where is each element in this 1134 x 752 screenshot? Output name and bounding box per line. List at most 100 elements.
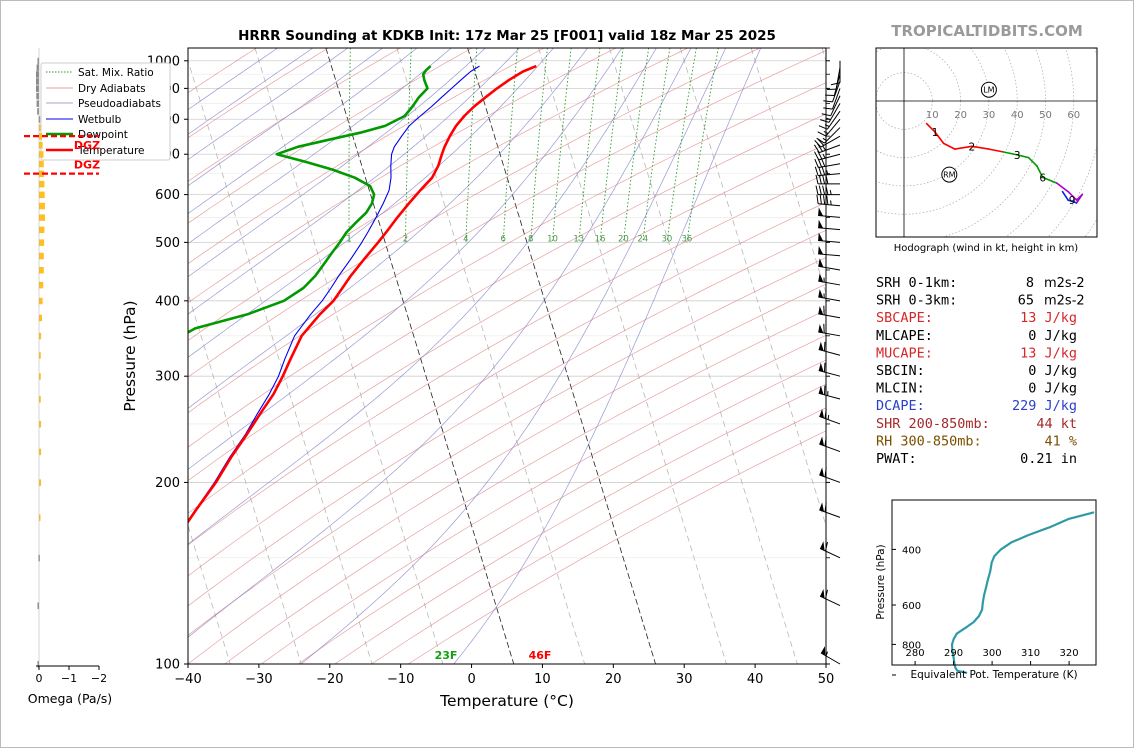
index-label: DCAPE:	[876, 398, 925, 414]
index-value: 13 J/kg	[1020, 345, 1077, 361]
omega-tick-label: −1	[61, 672, 77, 685]
temperature-tick-label: 0	[467, 672, 475, 687]
index-label: MUCAPE:	[876, 345, 933, 361]
index-label: SBCAPE:	[876, 310, 933, 326]
hodograph-ring-label: 40	[1011, 110, 1024, 121]
omega-bar	[39, 396, 41, 403]
legend-label: Sat. Mix. Ratio	[78, 67, 154, 79]
theta-e-xtick-label: 300	[983, 648, 1002, 659]
omega-bar	[39, 298, 43, 305]
storm-motion-label: RM	[943, 171, 956, 180]
temperature-tick-label: 10	[534, 672, 551, 687]
omega-bar	[39, 333, 41, 340]
mixing-ratio-label: 13	[573, 234, 584, 244]
skewt-ylabel: Pressure (hPa)	[121, 300, 139, 411]
omega-bar	[39, 214, 45, 221]
surface-dewpoint-label: 23F	[435, 649, 458, 662]
hodograph-ring-label: 60	[1067, 110, 1080, 121]
pressure-tick-label: 200	[155, 476, 180, 491]
omega-tick-label: −2	[91, 672, 107, 685]
omega-bar	[39, 421, 41, 428]
hodograph-height-label: 1	[932, 127, 939, 139]
index-row: SHR 200-850mb: 44 kt	[876, 416, 1077, 432]
index-label: SHR 200-850mb:	[876, 416, 990, 432]
chart-title: HRRR Sounding at KDKB Init: 17z Mar 25 […	[238, 28, 776, 44]
omega-tick-label: 0	[36, 672, 43, 685]
omega-bar	[39, 315, 42, 322]
mixing-ratio-label: 10	[547, 234, 558, 244]
mixing-ratio-label: 2	[403, 234, 408, 244]
pressure-tick-label: 100	[155, 658, 180, 673]
temperature-tick-label: 40	[747, 672, 764, 687]
pressure-tick-label: 300	[155, 370, 180, 385]
index-label: MLCAPE:	[876, 328, 933, 344]
mixing-ratio-label: 36	[681, 234, 692, 244]
index-value: 44 kt	[1036, 416, 1077, 432]
omega-bar	[39, 192, 45, 199]
hodograph-ring-label: 50	[1039, 110, 1052, 121]
storm-motion-label: LM	[983, 86, 994, 95]
pressure-tick-label: 500	[155, 236, 180, 251]
temperature-tick-label: 30	[676, 672, 693, 687]
mixing-ratio-label: 6	[500, 234, 505, 244]
hodograph-ring-label: 10	[926, 110, 939, 121]
omega-bar	[39, 253, 44, 259]
theta-e-ylabel: Pressure (hPa)	[875, 544, 887, 619]
legend-label: Wetbulb	[78, 114, 122, 126]
omega-bar	[36, 85, 39, 92]
index-value: 8	[1026, 275, 1034, 291]
index-label: SRH 0-1km:	[876, 275, 957, 291]
omega-bar	[37, 64, 39, 71]
omega-bar	[39, 227, 44, 234]
mixing-ratio-label: 20	[618, 234, 629, 244]
omega-bar	[39, 133, 42, 140]
temperature-tick-label: −20	[316, 672, 343, 687]
hodograph-height-label: 3	[1014, 150, 1021, 162]
index-value: 0 J/kg	[1028, 328, 1077, 344]
index-value: 0 J/kg	[1028, 363, 1077, 379]
omega-bar	[39, 449, 41, 456]
omega-bar	[39, 479, 41, 486]
mixing-ratio-label: 16	[595, 234, 606, 244]
omega-xlabel: Omega (Pa/s)	[28, 691, 112, 706]
theta-e-xtick-label: 310	[1021, 648, 1040, 659]
temperature-tick-label: −10	[387, 672, 414, 687]
index-value: 0.21 in	[1020, 451, 1077, 467]
omega-bar	[36, 71, 39, 78]
temperature-tick-label: −30	[245, 672, 272, 687]
theta-e-ytick-label: 800	[902, 640, 921, 651]
temperature-tick-label: −40	[174, 672, 201, 687]
mixing-ratio-label: 8	[528, 234, 533, 244]
omega-bar	[39, 282, 43, 289]
index-value: 41 %	[1044, 433, 1077, 449]
dgz-label: DGZ	[74, 159, 100, 172]
theta-e-xlabel: Equivalent Pot. Temperature (K)	[910, 669, 1077, 681]
mixing-ratio-label: 1	[346, 234, 351, 244]
index-unit: m2s-2	[1044, 294, 1085, 309]
legend-label: Pseudoadiabats	[78, 98, 161, 110]
hodograph-height-label: 9	[1069, 195, 1076, 207]
hodograph-caption: Hodograph (wind in kt, height in km)	[894, 243, 1079, 254]
hodograph-ring-label: 20	[954, 110, 967, 121]
omega-bar	[37, 100, 39, 107]
omega-bar	[37, 108, 39, 115]
omega-bar	[36, 78, 39, 85]
omega-bar	[39, 161, 44, 168]
omega-bar	[39, 352, 41, 359]
skewt-xlabel: Temperature (°C)	[439, 692, 574, 710]
omega-bar	[36, 93, 39, 100]
theta-e-xtick-label: 290	[944, 648, 963, 659]
omega-bar	[39, 181, 44, 188]
brand-watermark: TROPICALTIDBITS.COM	[891, 22, 1083, 40]
temperature-tick-label: 20	[605, 672, 622, 687]
omega-bar	[39, 373, 41, 380]
hodograph-height-label: 6	[1039, 172, 1046, 184]
hodograph-height-label: 2	[969, 141, 976, 153]
omega-bar	[39, 142, 43, 149]
storm-motion-marker: RM	[942, 167, 957, 182]
index-value: 13 J/kg	[1020, 310, 1077, 326]
index-value: 0 J/kg	[1028, 381, 1077, 397]
temperature-tick-label: 50	[818, 672, 835, 687]
theta-e-xtick-label: 320	[1060, 648, 1079, 659]
